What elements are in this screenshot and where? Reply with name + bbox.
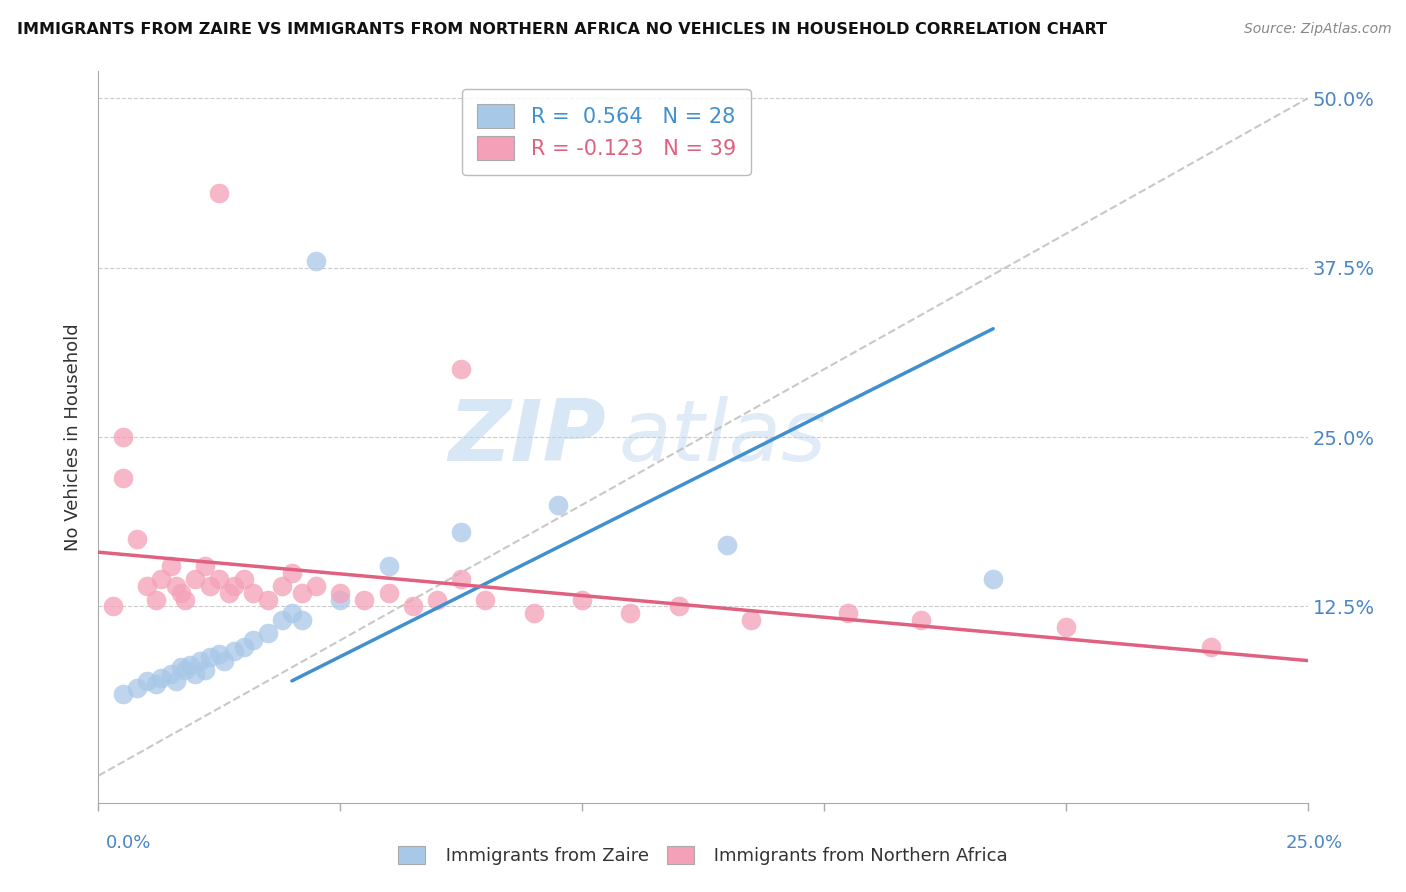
Point bbox=[910, 613, 932, 627]
Point bbox=[281, 566, 304, 580]
Point bbox=[256, 626, 278, 640]
Point bbox=[402, 599, 425, 614]
Point bbox=[305, 254, 328, 268]
Point bbox=[212, 654, 235, 668]
Text: ZIP: ZIP bbox=[449, 395, 606, 479]
Point bbox=[145, 676, 167, 690]
Point bbox=[222, 579, 245, 593]
Point bbox=[377, 586, 399, 600]
Point bbox=[208, 647, 231, 661]
Point bbox=[523, 606, 546, 620]
Point bbox=[111, 688, 134, 702]
Point bbox=[619, 606, 641, 620]
Point bbox=[208, 186, 231, 201]
Point bbox=[232, 572, 254, 586]
Point bbox=[547, 498, 569, 512]
Point bbox=[571, 592, 593, 607]
Point bbox=[127, 532, 149, 546]
Point bbox=[218, 586, 240, 600]
Text: 0.0%: 0.0% bbox=[105, 834, 150, 852]
Text: IMMIGRANTS FROM ZAIRE VS IMMIGRANTS FROM NORTHERN AFRICA NO VEHICLES IN HOUSEHOL: IMMIGRANTS FROM ZAIRE VS IMMIGRANTS FROM… bbox=[17, 22, 1107, 37]
Point bbox=[353, 592, 375, 607]
Point bbox=[222, 644, 245, 658]
Point bbox=[242, 586, 264, 600]
Point bbox=[198, 579, 221, 593]
Point bbox=[256, 592, 278, 607]
Point bbox=[160, 667, 183, 681]
Point bbox=[329, 592, 352, 607]
Point bbox=[668, 599, 690, 614]
Point bbox=[716, 538, 738, 552]
Point bbox=[290, 586, 312, 600]
Point bbox=[184, 667, 207, 681]
Text: 25.0%: 25.0% bbox=[1285, 834, 1343, 852]
Point bbox=[305, 579, 328, 593]
Y-axis label: No Vehicles in Household: No Vehicles in Household bbox=[65, 323, 83, 551]
Point bbox=[474, 592, 496, 607]
Point bbox=[290, 613, 312, 627]
Point bbox=[174, 663, 197, 677]
Point bbox=[281, 606, 304, 620]
Point bbox=[150, 572, 173, 586]
Point bbox=[169, 586, 191, 600]
Point bbox=[188, 654, 211, 668]
Point bbox=[329, 586, 352, 600]
Point bbox=[150, 671, 173, 685]
Point bbox=[145, 592, 167, 607]
Point bbox=[450, 524, 472, 539]
Point bbox=[165, 579, 187, 593]
Point bbox=[174, 592, 197, 607]
Point bbox=[450, 362, 472, 376]
Legend: R =  0.564   N = 28, R = -0.123   N = 39: R = 0.564 N = 28, R = -0.123 N = 39 bbox=[463, 89, 751, 175]
Point bbox=[232, 640, 254, 654]
Point bbox=[135, 579, 157, 593]
Point bbox=[111, 430, 134, 444]
Point bbox=[981, 572, 1004, 586]
Point bbox=[165, 673, 187, 688]
Point bbox=[271, 579, 294, 593]
Point bbox=[426, 592, 449, 607]
Legend:  Immigrants from Zaire,  Immigrants from Northern Africa: Immigrants from Zaire, Immigrants from N… bbox=[389, 837, 1017, 874]
Point bbox=[740, 613, 762, 627]
Point bbox=[198, 649, 221, 664]
Text: atlas: atlas bbox=[619, 395, 827, 479]
Point bbox=[101, 599, 124, 614]
Point bbox=[377, 558, 399, 573]
Point bbox=[1199, 640, 1222, 654]
Point bbox=[169, 660, 191, 674]
Point bbox=[1054, 620, 1077, 634]
Point bbox=[208, 572, 231, 586]
Point bbox=[194, 663, 217, 677]
Point bbox=[450, 572, 472, 586]
Point bbox=[242, 633, 264, 648]
Point bbox=[184, 572, 207, 586]
Point bbox=[127, 681, 149, 695]
Point bbox=[271, 613, 294, 627]
Point bbox=[179, 657, 201, 672]
Point bbox=[111, 471, 134, 485]
Text: Source: ZipAtlas.com: Source: ZipAtlas.com bbox=[1244, 22, 1392, 37]
Point bbox=[135, 673, 157, 688]
Point bbox=[837, 606, 859, 620]
Point bbox=[160, 558, 183, 573]
Point bbox=[194, 558, 217, 573]
